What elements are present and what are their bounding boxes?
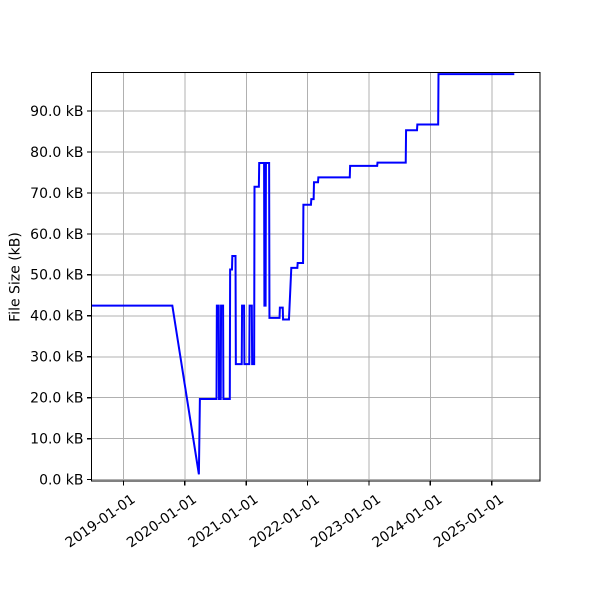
y-tick-label: 40.0 kB <box>30 309 83 325</box>
y-tick-label: 60.0 kB <box>30 227 83 243</box>
y-tick-label: 30.0 kB <box>30 350 83 366</box>
y-tick-label: 50.0 kB <box>30 268 83 284</box>
y-tick-label: 70.0 kB <box>30 186 83 202</box>
y-tick-label: 20.0 kB <box>30 391 83 407</box>
y-tick-label: 0.0 kB <box>39 473 83 489</box>
y-tick-label: 90.0 kB <box>30 104 83 120</box>
y-tick-label: 10.0 kB <box>30 432 83 448</box>
y-tick-label: 80.0 kB <box>30 145 83 161</box>
plot-frame <box>90 71 541 482</box>
file-size-line <box>91 73 515 475</box>
